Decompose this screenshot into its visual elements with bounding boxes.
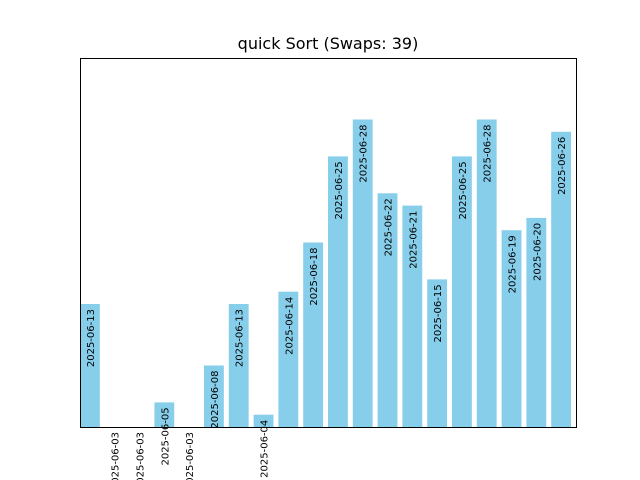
- bar-date-label: 2025-06-20: [532, 223, 543, 281]
- bar: [377, 193, 398, 427]
- bar-date-label: 2025-06-03: [111, 432, 122, 480]
- bar: [228, 304, 249, 427]
- bar: [452, 156, 472, 427]
- bar-date-label: 2025-06-19: [508, 235, 519, 293]
- bars-group: 2025-06-13 2025-06-03 2025-06-03 2025-06-05…: [80, 119, 572, 480]
- bar-date-label: 2025-06-03: [136, 432, 147, 480]
- bar: [80, 304, 100, 427]
- bar: [352, 119, 373, 427]
- bar-date-label: 2025-06-15: [433, 284, 444, 342]
- bar-date-label: 2025-06-14: [284, 297, 295, 355]
- bar-date-label: 2025-06-05: [160, 407, 171, 465]
- bar: [427, 279, 448, 427]
- bar: [551, 131, 572, 428]
- bar: [253, 414, 274, 427]
- bar-date-label: 2025-06-18: [309, 248, 320, 306]
- bar-date-label: 2025-06-04: [260, 420, 271, 478]
- bar-date-label: 2025-06-25: [334, 161, 345, 219]
- bar: [154, 402, 175, 427]
- bar-date-label: 2025-06-25: [458, 161, 469, 219]
- bar: [476, 119, 497, 427]
- bar: [278, 291, 299, 427]
- bar: [526, 217, 547, 427]
- bar-date-label: 2025-06-28: [359, 125, 370, 183]
- bar-date-label: 2025-06-26: [557, 137, 568, 195]
- bar: [402, 205, 423, 427]
- bar-date-label: 2025-06-13: [235, 309, 246, 367]
- bar-date-label: 2025-06-21: [408, 211, 419, 269]
- plot-frame: [80, 58, 577, 428]
- chart-title: quick Sort (Swaps: 39): [238, 34, 419, 53]
- bar-date-label: 2025-06-08: [210, 371, 221, 429]
- bar-date-label: 2025-06-03: [185, 432, 196, 480]
- bar: [303, 242, 324, 427]
- bar: [328, 156, 348, 427]
- bar: [204, 365, 224, 427]
- bar-date-label: 2025-06-13: [86, 309, 97, 367]
- bar: [501, 230, 522, 427]
- bar-date-label: 2025-06-22: [384, 198, 395, 256]
- bar-date-label: 2025-06-28: [483, 124, 494, 182]
